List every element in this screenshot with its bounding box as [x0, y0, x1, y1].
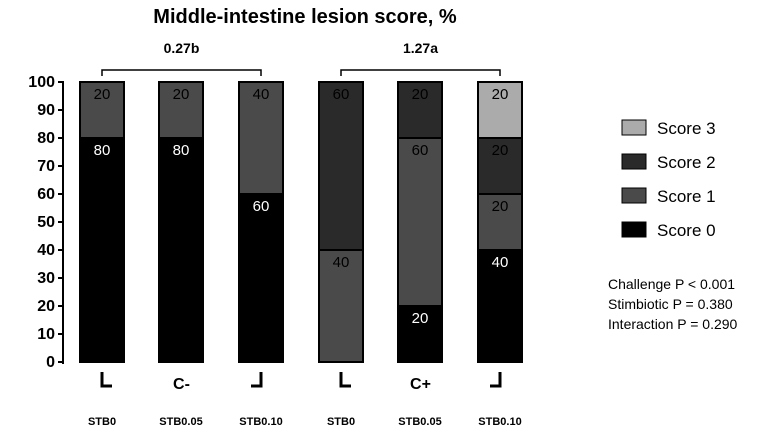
bar-0-label-1: 20: [94, 86, 111, 103]
group-1-annotation: 1.27a: [403, 40, 438, 56]
bar-0-segment-1: [79, 81, 125, 139]
bar-2-segment-1: [238, 81, 284, 195]
bar-2-label-0: 60: [253, 198, 270, 215]
y-tick-label-6: 60: [37, 186, 55, 203]
legend-swatch-0: [621, 119, 647, 136]
bar-1: 80 20: [158, 81, 204, 363]
bar-2-label-1: 40: [253, 86, 270, 103]
bars-layer: 80 20 80 20 60 40 40 60 20 60 20 40 20 20 20: [79, 81, 523, 363]
bar-1-segment-1: [158, 81, 204, 139]
legend-label-1: Score 2: [657, 153, 716, 172]
category-label-2: STB0.10: [239, 416, 282, 428]
group-0-top-bracket: [101, 69, 262, 76]
bar-3-label-2: 60: [333, 86, 350, 103]
bar-4-label-2: 20: [412, 86, 429, 103]
stats-line-1: Stimbiotic P = 0.380: [608, 296, 733, 312]
group-0-annotation: 0.27b: [164, 40, 200, 56]
group-0-bottom-right-mark: [251, 372, 263, 388]
bar-2: 60 40: [238, 81, 284, 363]
bar-3-label-1: 40: [333, 254, 350, 271]
stats-line-2: Interaction P = 0.290: [608, 316, 738, 332]
category-label-0: STB0: [88, 416, 116, 428]
legend-swatch-3: [621, 221, 647, 238]
bar-5-label-3: 20: [492, 86, 509, 103]
group-1-label: C+: [410, 376, 431, 393]
y-tick-label-7: 70: [37, 158, 55, 175]
bar-3: 40 60: [318, 81, 364, 363]
category-label-1: STB0.05: [159, 416, 202, 428]
y-tick-label-10: 100: [28, 74, 55, 91]
y-tick-label-1: 10: [37, 326, 55, 343]
y-tick-label-8: 80: [37, 130, 55, 147]
bar-4-segment-0: [397, 305, 443, 363]
bar-1-label-1: 20: [173, 86, 190, 103]
bar-4-segment-1: [397, 137, 443, 307]
legend-swatch-1: [621, 153, 647, 170]
bar-5-label-1: 20: [492, 198, 509, 215]
y-tick-label-9: 90: [37, 102, 55, 119]
chart-title: Middle-intestine lesion score, %: [153, 6, 457, 28]
bar-4: 20 60 20: [397, 81, 443, 363]
bar-5: 40 20 20 20: [477, 81, 523, 363]
bar-5-label-0: 40: [492, 254, 509, 271]
legend-label-0: Score 3: [657, 119, 716, 138]
bar-4-segment-2: [397, 81, 443, 139]
bar-5-segment-1: [477, 193, 523, 251]
bar-5-segment-3: [477, 81, 523, 139]
group-0-bottom-left-mark: [100, 372, 112, 388]
bar-4-label-0: 20: [412, 310, 429, 327]
legend-label-2: Score 1: [657, 187, 716, 206]
y-tick-label-0: 0: [46, 354, 55, 371]
group-brackets: 0.27b C- 1.27a C+: [100, 40, 502, 393]
bar-0-segment-0: [79, 137, 125, 363]
category-label-5: STB0.10: [478, 416, 521, 428]
y-tick-label-3: 30: [37, 270, 55, 287]
bar-3-segment-2: [318, 81, 364, 251]
legend-swatch-2: [621, 187, 647, 204]
bar-2-segment-0: [238, 193, 284, 363]
bar-1-segment-0: [158, 137, 204, 363]
y-tick-label-2: 20: [37, 298, 55, 315]
category-label-4: STB0.05: [398, 416, 441, 428]
group-1-bottom-left-mark: [339, 372, 351, 388]
category-label-3: STB0: [327, 416, 355, 428]
group-0-label: C-: [173, 376, 190, 393]
group-1-bottom-right-mark: [490, 372, 502, 388]
bar-4-label-1: 60: [412, 142, 429, 159]
legend-label-3: Score 0: [657, 221, 716, 240]
bar-1-label-0: 80: [173, 142, 190, 159]
bar-5-label-2: 20: [492, 142, 509, 159]
y-axis: 0 10 20 30 40 50 60 70 80 90 100: [28, 74, 64, 371]
bar-5-segment-0: [477, 249, 523, 363]
y-tick-label-4: 40: [37, 242, 55, 259]
bar-0-label-0: 80: [94, 142, 111, 159]
group-1-top-bracket: [340, 69, 501, 76]
stats-block: Challenge P < 0.001 Stimbiotic P = 0.380 I…: [608, 276, 738, 332]
category-labels: STB0 STB0.05 STB0.10 STB0 STB0.05 STB0.10: [88, 416, 522, 428]
stats-line-0: Challenge P < 0.001: [608, 276, 735, 292]
bar-0: 80 20: [79, 81, 125, 363]
legend: Score 3 Score 2 Score 1 Score 0: [621, 119, 716, 240]
y-tick-label-5: 50: [37, 214, 55, 231]
